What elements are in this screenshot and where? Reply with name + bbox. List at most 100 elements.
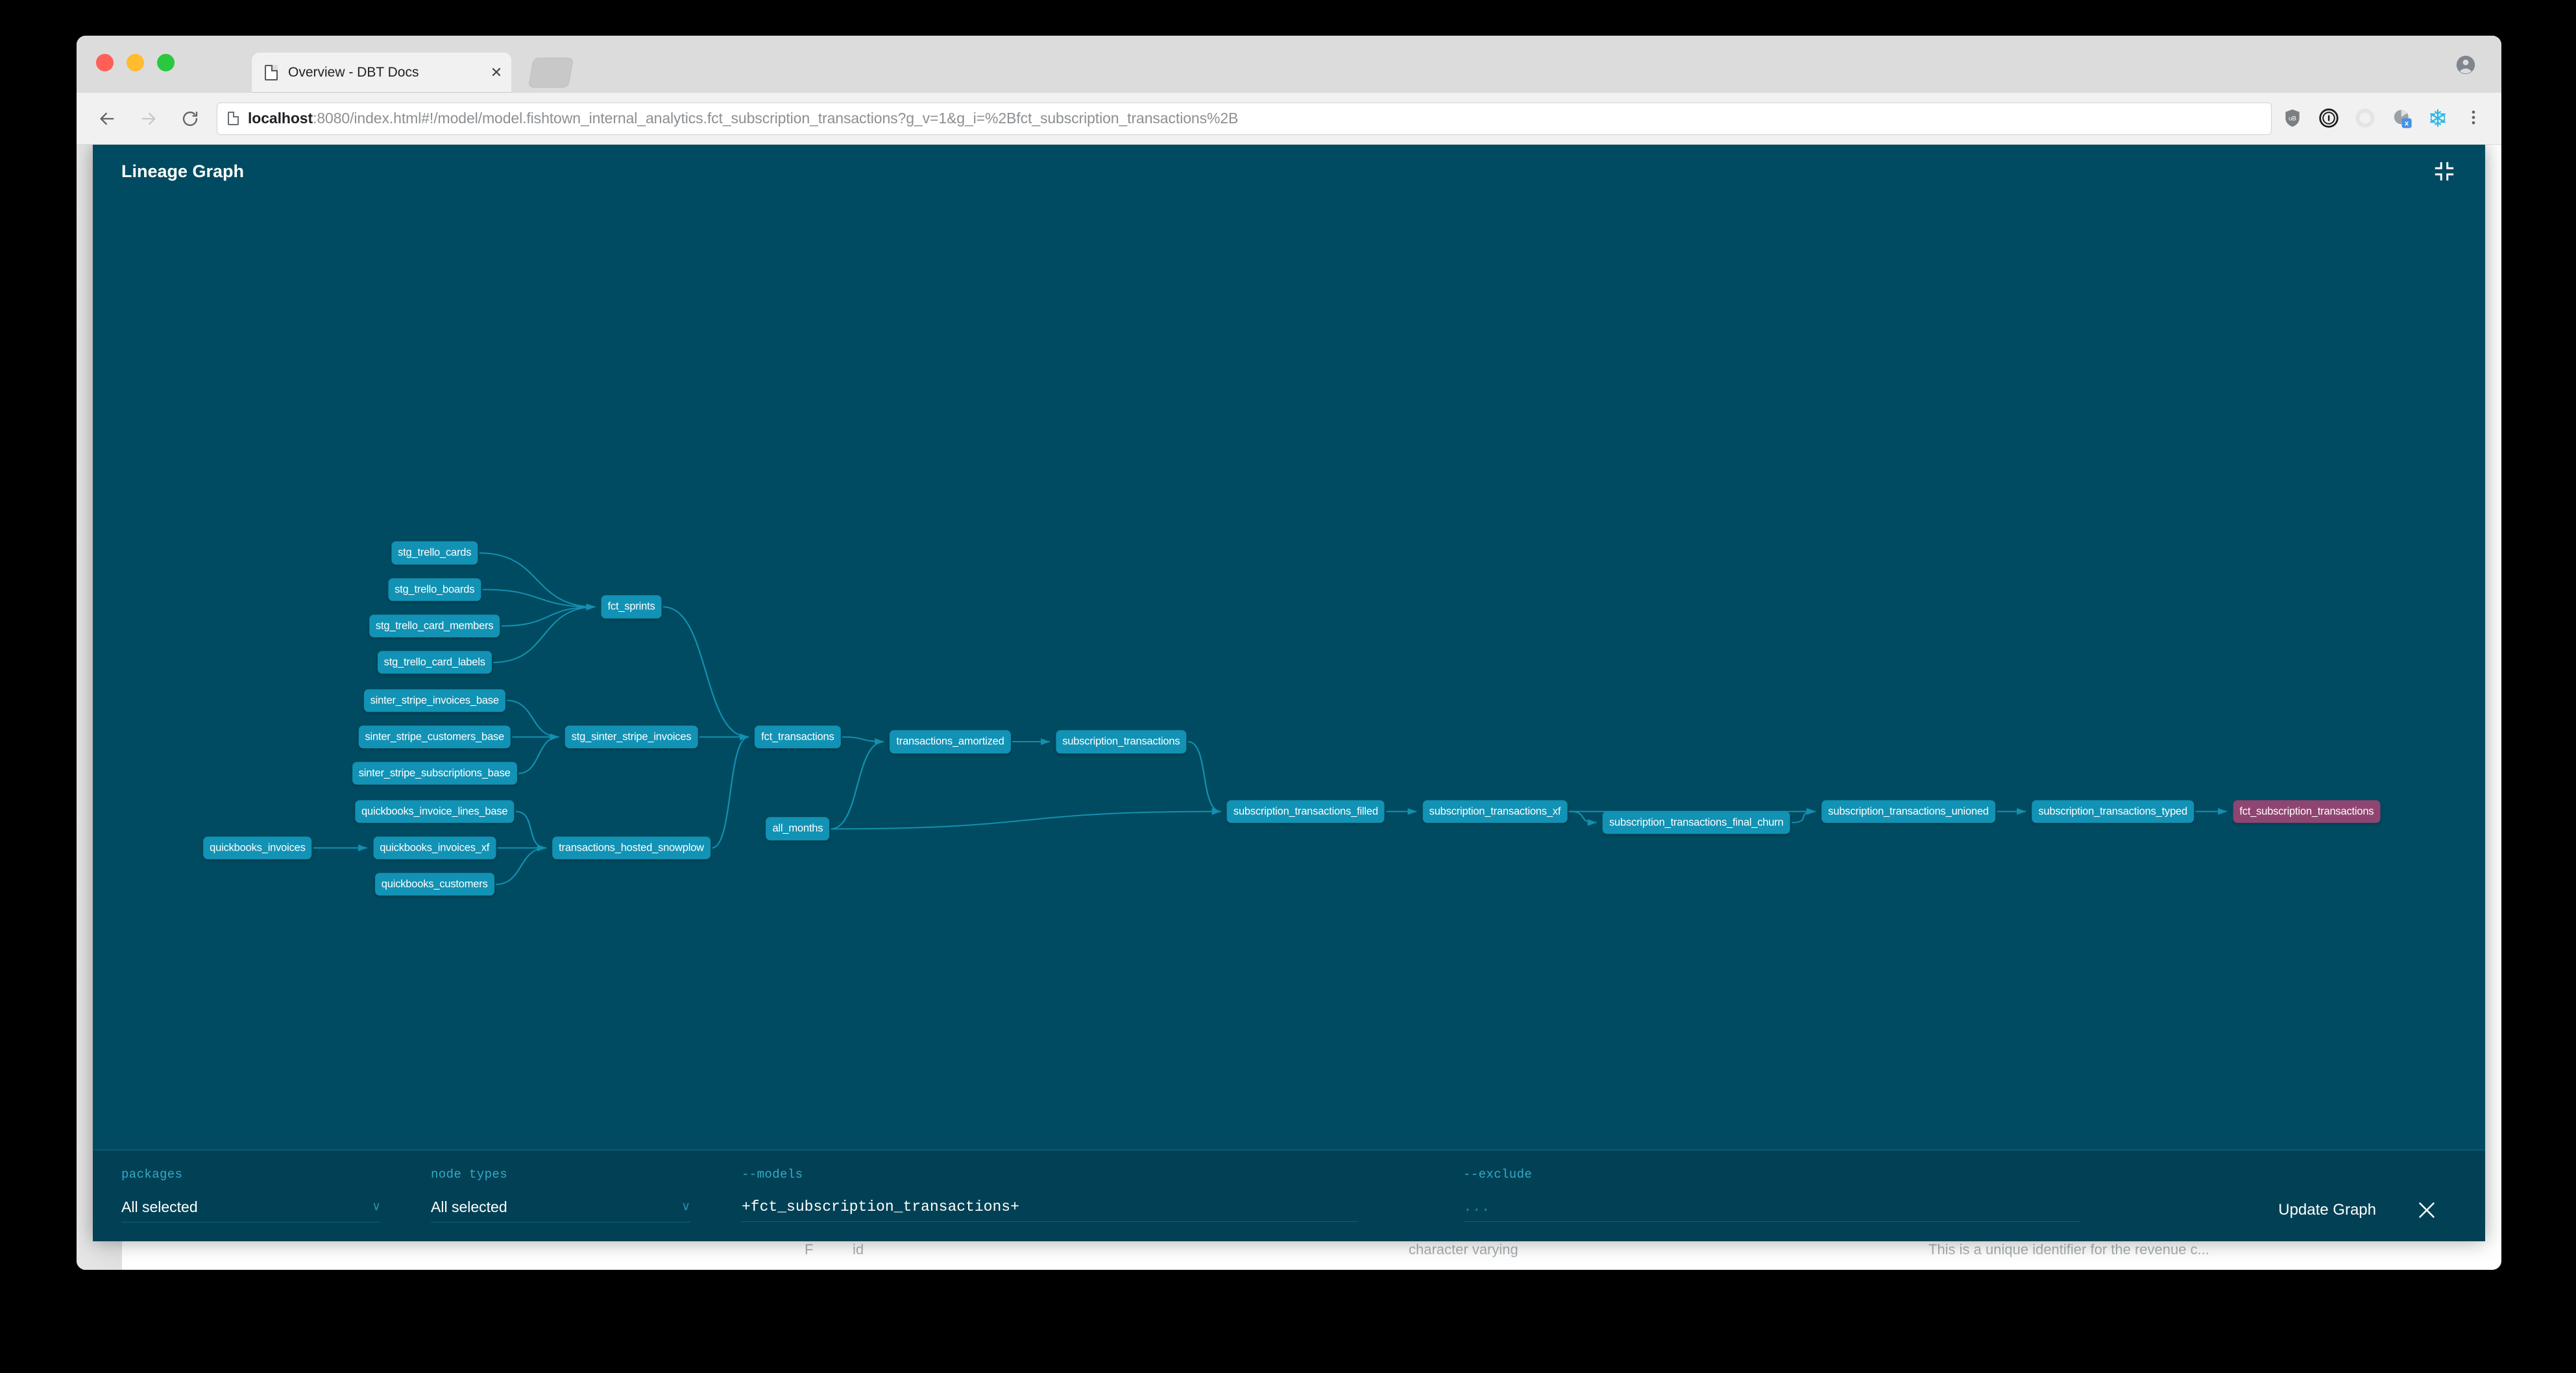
close-icon[interactable]: ✕ — [490, 64, 503, 80]
table-cell-flag: F — [805, 1241, 814, 1258]
new-tab-button[interactable] — [528, 58, 574, 88]
lineage-node[interactable]: sinter_stripe_customers_base — [358, 725, 511, 749]
profile-avatar-icon[interactable] — [2455, 54, 2477, 76]
browser-tab[interactable]: Overview - DBT Docs ✕ — [252, 53, 511, 93]
window-traffic-lights — [96, 54, 175, 71]
lineage-node[interactable]: sinter_stripe_subscriptions_base — [352, 762, 517, 785]
lineage-edge — [482, 589, 596, 611]
node-types-label: node types — [431, 1167, 508, 1182]
lineage-node[interactable]: subscription_transactions_filled — [1226, 799, 1385, 823]
browser-window: Overview - DBT Docs ✕ — [77, 36, 2501, 1270]
lineage-edge — [1792, 808, 1816, 823]
close-window-button[interactable] — [96, 54, 114, 71]
graph-controls-bar: packages All selected ∨ node types All s… — [93, 1149, 2485, 1241]
reload-icon[interactable] — [175, 104, 205, 134]
background-table-row: F id character varying This is a unique … — [77, 1235, 2501, 1265]
node-types-filter[interactable]: node types All selected ∨ — [431, 1167, 690, 1222]
back-arrow-icon[interactable] — [92, 104, 122, 134]
lineage-node[interactable]: subscription_transactions_xf — [1422, 799, 1568, 823]
lineage-node[interactable]: fct_subscription_transactions — [2233, 799, 2381, 823]
tab-title: Overview - DBT Docs — [288, 65, 419, 80]
lineage-edge — [495, 844, 547, 885]
pocket-x-extension-icon[interactable]: x — [2391, 108, 2413, 130]
lineage-node[interactable]: subscription_transactions_typed — [2032, 799, 2194, 823]
lineage-edge — [831, 738, 884, 830]
snowflake-icon[interactable] — [2427, 108, 2449, 130]
lineage-node[interactable]: sinter_stripe_invoices_base — [363, 688, 505, 712]
page-title: Lineage Graph — [121, 161, 245, 181]
lineage-node[interactable]: stg_trello_card_labels — [377, 651, 492, 674]
lineage-graph-canvas[interactable]: stg_trello_cards stg_trello_boards stg_tre… — [93, 198, 2485, 1149]
exclude-label: --exclude — [1463, 1167, 1533, 1182]
extensions-tray: uB — [2282, 108, 2486, 130]
table-cell-name: id — [853, 1241, 864, 1258]
address-bar[interactable]: localhost:8080/index.html#!/model/model.… — [217, 102, 2272, 135]
lineage-node[interactable]: quickbooks_invoices_xf — [373, 836, 496, 860]
lineage-node[interactable]: all_months — [766, 817, 830, 841]
page-info-icon[interactable] — [228, 112, 239, 125]
lineage-edge — [518, 733, 559, 774]
chrome-menu-icon[interactable] — [2464, 108, 2486, 130]
field-underline — [1463, 1221, 2080, 1222]
lineage-edge — [515, 810, 547, 851]
address-bar-url: localhost:8080/index.html#!/model/model.… — [248, 110, 1238, 127]
lineage-edge — [842, 736, 884, 746]
maximize-window-button[interactable] — [157, 54, 175, 71]
lineage-edge — [711, 733, 749, 849]
models-input[interactable]: +fct_subscription_transactions+ — [742, 1198, 1019, 1215]
close-icon[interactable] — [2415, 1198, 2438, 1222]
lineage-edge — [479, 552, 596, 611]
field-underline — [742, 1221, 1358, 1222]
lineage-node[interactable]: quickbooks_invoice_lines_base — [355, 799, 515, 823]
lineage-node[interactable]: fct_sprints — [601, 595, 662, 619]
forward-arrow-icon — [134, 104, 164, 134]
lineage-edge — [493, 603, 596, 663]
lineage-edge — [1568, 810, 1598, 826]
lineage-node[interactable]: quickbooks_invoices — [203, 836, 312, 860]
url-host: localhost — [248, 110, 313, 127]
lineage-node[interactable]: transactions_hosted_snowplow — [552, 836, 711, 860]
lineage-graph-header: Lineage Graph — [93, 145, 2485, 198]
models-label: --models — [742, 1167, 803, 1182]
lineage-node[interactable]: stg_trello_boards — [388, 577, 481, 601]
lineage-node[interactable]: fct_transactions — [755, 725, 841, 749]
chevron-down-icon[interactable]: ∨ — [372, 1200, 381, 1213]
browser-tab-strip: Overview - DBT Docs ✕ — [77, 36, 2501, 93]
node-types-value: All selected — [431, 1198, 507, 1215]
lineage-node[interactable]: stg_trello_card_members — [369, 614, 500, 638]
lineage-graph-overlay: Lineage Graph — [93, 145, 2485, 1241]
lineage-node[interactable]: subscription_transactions_final_churn — [1602, 810, 1790, 834]
browser-toolbar: localhost:8080/index.html#!/model/model.… — [77, 93, 2501, 145]
minimize-window-button[interactable] — [127, 54, 144, 71]
packages-label: packages — [121, 1167, 183, 1182]
table-cell-description: This is a unique identifier for the reve… — [1928, 1241, 2209, 1258]
packages-value: All selected — [121, 1198, 198, 1215]
url-path: :8080/index.html#!/model/model.fishtown_… — [313, 110, 1239, 127]
svg-text:uB: uB — [2289, 115, 2296, 122]
lineage-edge — [1187, 741, 1221, 815]
lineage-node[interactable]: stg_trello_cards — [391, 541, 478, 565]
exclude-filter[interactable]: --exclude ... — [1463, 1167, 2080, 1222]
lineage-edge — [831, 808, 1221, 830]
ring-extension-icon[interactable] — [2355, 108, 2377, 130]
ublock-origin-icon[interactable]: uB — [2282, 108, 2304, 130]
chevron-down-icon[interactable]: ∨ — [681, 1200, 690, 1213]
lineage-edge — [507, 699, 559, 740]
lineage-edge — [501, 603, 596, 627]
models-filter[interactable]: --models +fct_subscription_transactions+ — [742, 1167, 1358, 1222]
update-graph-button[interactable]: Update Graph — [2278, 1201, 2376, 1219]
lineage-node[interactable]: transactions_amortized — [890, 730, 1011, 753]
lineage-edge — [662, 606, 749, 740]
1password-icon[interactable] — [2318, 108, 2340, 130]
lineage-node[interactable]: quickbooks_customers — [374, 873, 494, 896]
page-viewport: F id character varying This is a unique … — [77, 145, 2501, 1270]
lineage-node[interactable]: subscription_transactions — [1056, 730, 1187, 753]
exclude-input[interactable]: ... — [1463, 1198, 1490, 1215]
lineage-node[interactable]: subscription_transactions_unioned — [1821, 799, 1995, 823]
document-icon — [265, 65, 278, 80]
lineage-node[interactable]: stg_sinter_stripe_invoices — [565, 725, 698, 749]
packages-filter[interactable]: packages All selected ∨ — [121, 1167, 381, 1222]
table-cell-type: character varying — [1409, 1241, 1518, 1258]
collapse-fullscreen-icon[interactable] — [2432, 159, 2457, 184]
